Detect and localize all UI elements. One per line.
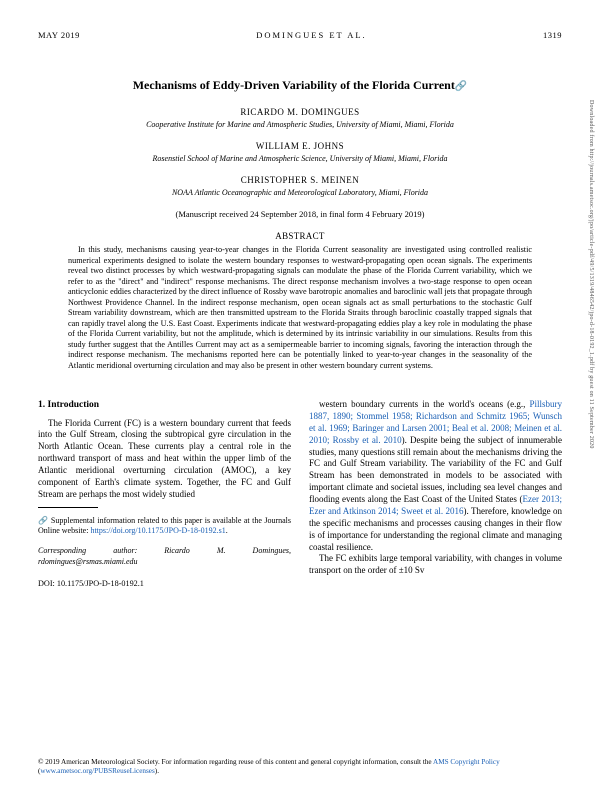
author-1: RICARDO M. DOMINGUES	[38, 107, 562, 117]
left-column: 1. Introduction The Florida Current (FC)…	[38, 399, 291, 590]
manuscript-dates: (Manuscript received 24 September 2018, …	[38, 209, 562, 219]
supplemental-info: 🔗 Supplemental information related to th…	[38, 516, 291, 537]
corr-label: Corresponding author	[38, 546, 135, 555]
article-title: Mechanisms of Eddy-Driven Variability of…	[38, 78, 562, 93]
footer-link-2[interactable]: www.ametsoc.org/PUBSReuseLicenses	[40, 767, 154, 775]
abstract-heading: ABSTRACT	[38, 231, 562, 241]
affil-2: Rosenstiel School of Marine and Atmosphe…	[38, 154, 562, 163]
affil-1: Cooperative Institute for Marine and Atm…	[38, 120, 562, 129]
doi: DOI: 10.1175/JPO-D-18-0192.1	[38, 579, 291, 590]
title-text: Mechanisms of Eddy-Driven Variability of…	[133, 78, 455, 92]
supp-link[interactable]: https://doi.org/10.1175/JPO-D-18-0192.s1	[90, 526, 225, 535]
author-3: CHRISTOPHER S. MEINEN	[38, 175, 562, 185]
corresponding-author: Corresponding author: Ricardo M. Domingu…	[38, 546, 291, 567]
intro-para-left: The Florida Current (FC) is a western bo…	[38, 418, 291, 501]
footnote-rule	[38, 507, 98, 508]
abstract-body: In this study, mechanisms causing year-t…	[68, 245, 532, 371]
intro-para-right-2: The FC exhibits large temporal variabili…	[309, 553, 562, 577]
header-authors: DOMINGUES ET AL.	[256, 30, 366, 40]
copyright-footer: © 2019 American Meteorological Society. …	[38, 758, 562, 776]
right-a: western boundary currents in the world's…	[319, 399, 529, 409]
affil-3: NOAA Atlantic Oceanographic and Meteorol…	[38, 188, 562, 197]
author-2: WILLIAM E. JOHNS	[38, 141, 562, 151]
body-columns: 1. Introduction The Florida Current (FC)…	[38, 399, 562, 590]
footer-c: ).	[155, 767, 159, 775]
running-header: MAY 2019 DOMINGUES ET AL. 1319	[38, 30, 562, 40]
right-column: western boundary currents in the world's…	[309, 399, 562, 590]
download-watermark: Downloaded from http://journals.ametsoc.…	[588, 100, 594, 449]
header-date: MAY 2019	[38, 30, 80, 40]
intro-para-right-1: western boundary currents in the world's…	[309, 399, 562, 553]
footer-link-1[interactable]: AMS Copyright Policy	[433, 758, 500, 766]
title-link-icon[interactable]: 🔗	[455, 81, 467, 92]
header-page: 1319	[543, 30, 562, 40]
link-icon-small: 🔗	[38, 516, 51, 525]
footer-a: © 2019 American Meteorological Society. …	[38, 758, 433, 766]
section-heading: 1. Introduction	[38, 399, 291, 412]
supp-text-b: .	[226, 526, 228, 535]
